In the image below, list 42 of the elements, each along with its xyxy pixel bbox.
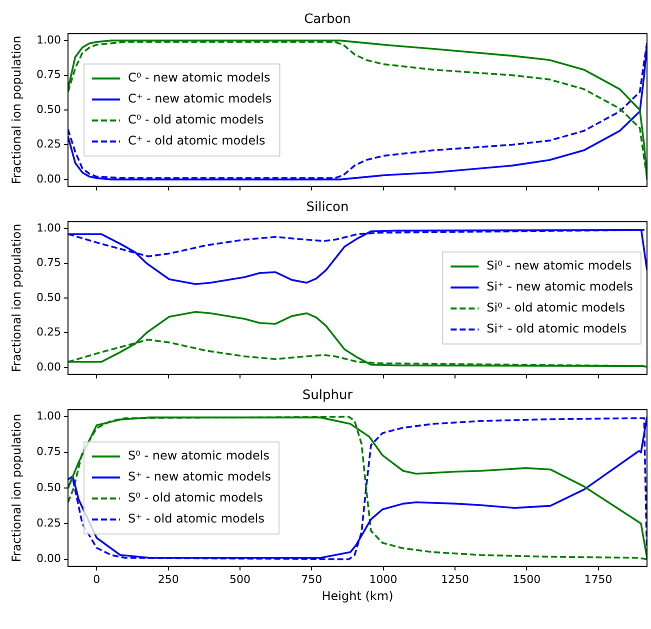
legend-label: Si⁰ - new atomic models <box>486 258 632 273</box>
y-axis-title: Fractional ion population <box>9 224 24 372</box>
x-tick-label: 750 <box>301 572 322 586</box>
chart-title: Silicon <box>306 200 349 216</box>
legend-label: S⁰ - old atomic models <box>128 490 263 505</box>
legend-label: Si⁺ - old atomic models <box>486 322 626 336</box>
x-tick-label: 250 <box>158 572 179 586</box>
y-tick-label: 0.50 <box>36 290 61 304</box>
x-tick-label: 1000 <box>369 572 398 586</box>
chart-title: Carbon <box>304 12 351 28</box>
y-tick-label: 0.00 <box>36 552 61 566</box>
y-tick-label: 0.75 <box>36 256 61 270</box>
legend-label: C⁺ - old atomic models <box>128 134 266 148</box>
x-axis-title: Height (km) <box>322 588 394 603</box>
legend-label: S⁰ - new atomic models <box>128 448 270 463</box>
y-tick-label: 1.00 <box>36 221 61 234</box>
y-tick-label: 0.25 <box>36 138 61 151</box>
x-tick-label: 1500 <box>512 572 541 586</box>
legend-label: C⁰ - old atomic models <box>128 112 264 127</box>
y-tick-label: 1.00 <box>36 410 61 423</box>
x-tick-label: 1250 <box>440 572 469 586</box>
x-tick-label: 500 <box>229 572 250 586</box>
y-axis-title: Fractional ion population <box>9 414 24 562</box>
y-tick-label: 0.00 <box>36 172 61 186</box>
y-tick-label: 0.25 <box>36 516 61 530</box>
legend-label: C⁺ - new atomic models <box>128 92 272 106</box>
y-tick-label: 1.00 <box>36 33 61 46</box>
y-tick-label: 0.50 <box>36 480 61 494</box>
x-tick-label: 0 <box>93 572 100 586</box>
x-tick-label: 1750 <box>584 572 612 586</box>
y-tick-label: 0.75 <box>36 68 61 82</box>
y-tick-label: 0.00 <box>36 360 61 374</box>
y-tick-label: 0.75 <box>36 445 61 458</box>
legend-label: S⁺ - new atomic models <box>128 470 271 484</box>
legend-label: C⁰ - new atomic models <box>128 70 270 85</box>
legend-label: Si⁰ - old atomic models <box>486 300 625 315</box>
legend-label: Si⁺ - new atomic models <box>486 280 634 294</box>
legend-label: S⁺ - old atomic models <box>128 512 264 526</box>
y-axis-title: Fractional ion population <box>9 36 24 184</box>
chart-title: Sulphur <box>302 388 354 404</box>
y-tick-label: 0.50 <box>36 102 61 116</box>
y-tick-label: 0.25 <box>36 326 61 339</box>
